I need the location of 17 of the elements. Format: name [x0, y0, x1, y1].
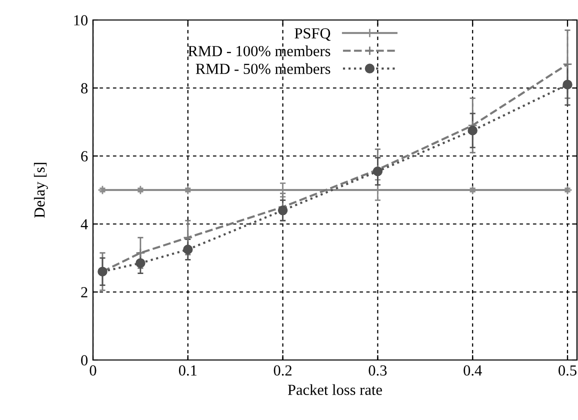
- y-tick-label: 10: [74, 15, 88, 26]
- legend-label: RMD - 50% members: [196, 63, 330, 74]
- x-tick-label: 0.4: [464, 365, 482, 376]
- legend-label: PSFQ: [294, 28, 330, 41]
- x-tick-label: 0.5: [558, 365, 576, 376]
- x-tick-label: 0: [90, 365, 96, 376]
- y-tick-label: 8: [81, 83, 88, 94]
- y-tick-label: 4: [80, 219, 88, 230]
- y-tick-label: 2: [81, 287, 88, 298]
- x-tick-label: 0.2: [274, 365, 292, 376]
- y-tick-label: 0: [81, 355, 88, 366]
- y-tick-label: 6: [81, 151, 88, 162]
- legend-label: RMD - 100% members: [188, 46, 330, 56]
- x-tick-label: 0.1: [178, 365, 197, 376]
- x-tick-label: 0.3: [368, 365, 387, 376]
- y-axis-title: Delay [s]: [34, 162, 48, 218]
- x-axis-title: Packet loss rate: [288, 384, 382, 396]
